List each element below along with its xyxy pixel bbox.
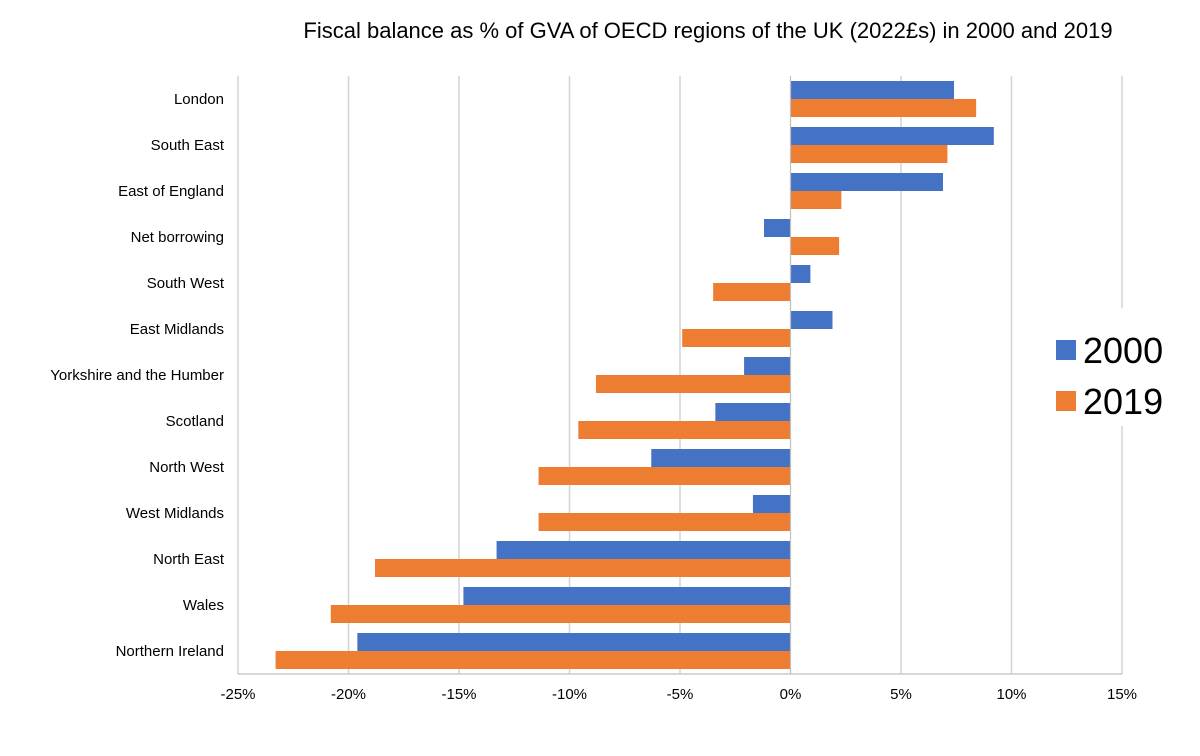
bar-2019 — [682, 329, 791, 347]
bar-2019 — [538, 513, 791, 531]
category-label: Net borrowing — [131, 229, 224, 246]
bar-2000 — [496, 541, 791, 559]
bar-2000 — [790, 81, 955, 99]
category-label: East of England — [118, 183, 224, 200]
category-label: South East — [151, 137, 225, 154]
category-label: East Midlands — [130, 321, 224, 338]
axes: -25% -20% -15% -10% -5% 0% 5% 10% 15% — [220, 76, 1137, 703]
legend-swatch-2019 — [1056, 391, 1076, 411]
bar-2000 — [790, 265, 811, 283]
bar-2019 — [790, 145, 948, 163]
category-label: Scotland — [166, 413, 224, 430]
bar-2019 — [578, 421, 791, 439]
x-tick-label: 10% — [996, 686, 1026, 703]
x-tick-label: 5% — [890, 686, 912, 703]
bar-2000 — [763, 219, 791, 237]
legend-label-2019: 2019 — [1083, 381, 1163, 422]
x-tick-label: -5% — [667, 686, 694, 703]
x-tick-label: 15% — [1107, 686, 1137, 703]
bar-2000 — [715, 403, 791, 421]
bar-2000 — [744, 357, 791, 375]
bar-2000 — [463, 587, 791, 605]
category-label: Wales — [183, 597, 224, 614]
bar-2000 — [651, 449, 791, 467]
bar-2000 — [752, 495, 791, 513]
bar-2000 — [790, 311, 833, 329]
bar-2019 — [790, 99, 977, 117]
x-tick-label: -25% — [220, 686, 255, 703]
category-label: South West — [147, 275, 225, 292]
x-tick-label: -20% — [331, 686, 366, 703]
legend-label-2000: 2000 — [1083, 330, 1163, 371]
x-tick-label: 0% — [780, 686, 802, 703]
bar-2019 — [330, 605, 791, 623]
bar-2019 — [275, 651, 791, 669]
category-label: Northern Ireland — [116, 643, 224, 660]
category-label: West Midlands — [126, 505, 224, 522]
category-labels: London South East East of England Net borro… — [50, 91, 225, 660]
category-label: North East — [153, 551, 225, 568]
bar-2000 — [790, 173, 943, 191]
category-label: Yorkshire and the Humber — [50, 367, 224, 384]
legend-swatch-2000 — [1056, 340, 1076, 360]
x-tick-label: -15% — [441, 686, 476, 703]
bar-2019 — [713, 283, 791, 301]
category-label: London — [174, 91, 224, 108]
bar-2019 — [790, 237, 840, 255]
bar-2000 — [790, 127, 994, 145]
bar-2019 — [375, 559, 791, 577]
bar-2019 — [596, 375, 791, 393]
chart-title: Fiscal balance as % of GVA of OECD regio… — [303, 18, 1112, 43]
category-label: North West — [149, 459, 225, 476]
bar-2019 — [790, 191, 842, 209]
legend: 2000 2019 — [1050, 308, 1186, 426]
bar-2000 — [357, 633, 791, 651]
x-tick-label: -10% — [552, 686, 587, 703]
bar-2019 — [538, 467, 791, 485]
bars — [275, 81, 994, 669]
